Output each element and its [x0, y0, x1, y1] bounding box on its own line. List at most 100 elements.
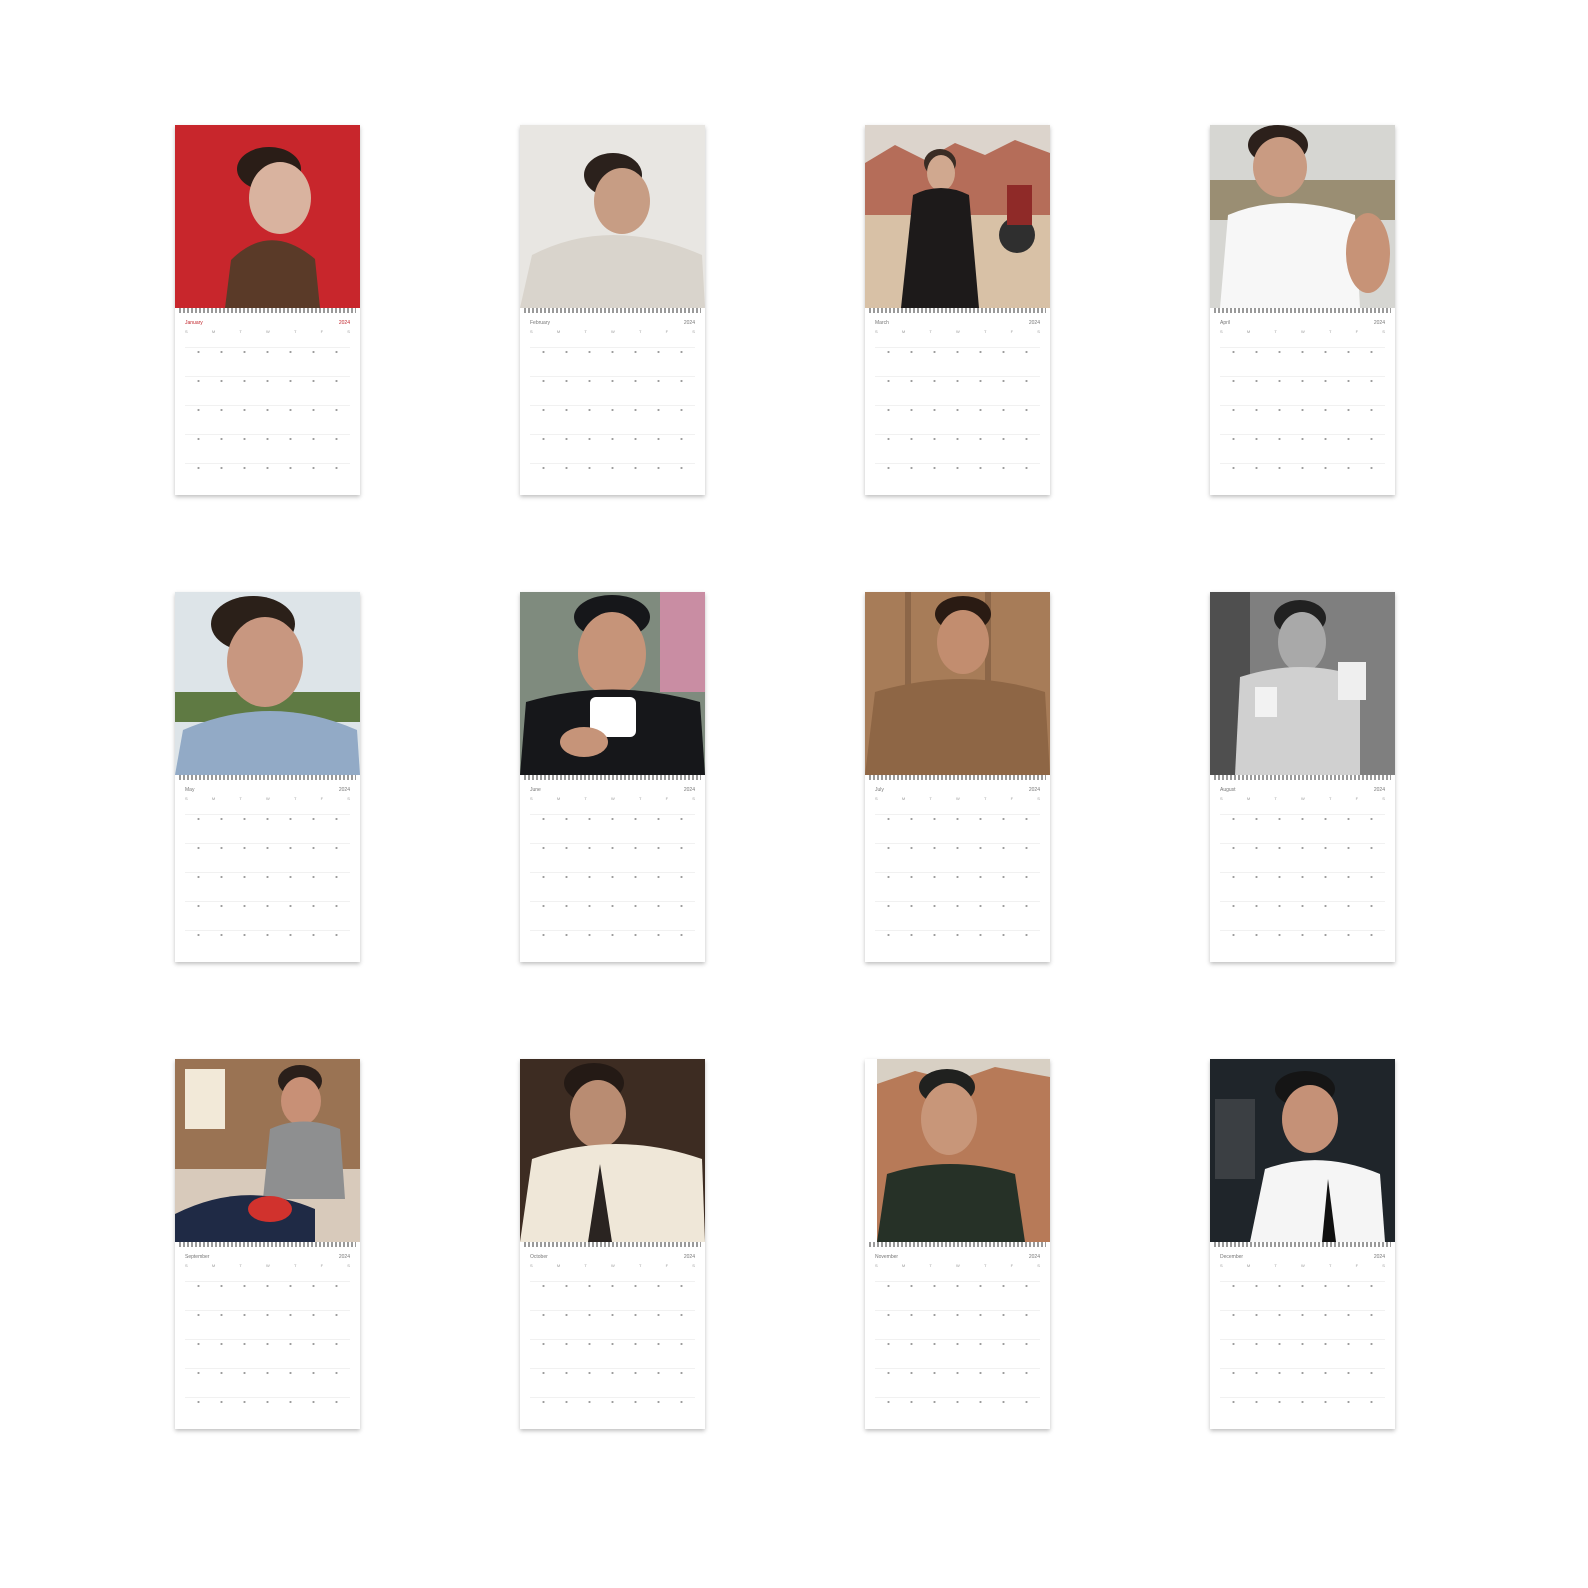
week-row	[1220, 843, 1385, 872]
week-row	[185, 843, 350, 872]
calendar-photo	[1210, 125, 1395, 308]
calendar-photo	[520, 592, 705, 775]
week-row	[1220, 434, 1385, 463]
spiral-binding	[524, 1242, 701, 1247]
date-grid	[530, 814, 695, 959]
week-row	[875, 814, 1040, 843]
spiral-binding	[179, 775, 356, 780]
week-row	[1220, 405, 1385, 434]
calendar-photo	[520, 1059, 705, 1242]
date-grid	[1220, 814, 1385, 959]
week-row	[530, 376, 695, 405]
week-row	[530, 347, 695, 376]
month-label: April	[1220, 320, 1231, 326]
calendar-photo	[520, 125, 705, 308]
date-grid	[530, 1281, 695, 1426]
week-row	[185, 1339, 350, 1368]
date-grid	[875, 1281, 1040, 1426]
week-row	[185, 347, 350, 376]
week-row	[875, 1310, 1040, 1339]
month-label: January	[185, 320, 203, 326]
week-row	[185, 901, 350, 930]
week-row	[875, 376, 1040, 405]
spiral-binding	[1214, 308, 1391, 313]
month-label: December	[1220, 1254, 1244, 1260]
week-row	[530, 405, 695, 434]
week-row	[185, 405, 350, 434]
week-row	[185, 872, 350, 901]
month-label: February	[530, 320, 551, 326]
week-row	[530, 843, 695, 872]
week-row	[1220, 463, 1385, 492]
spiral-binding	[1214, 775, 1391, 780]
date-grid	[1220, 347, 1385, 492]
week-row	[530, 814, 695, 843]
week-row	[875, 463, 1040, 492]
month-label: October	[530, 1254, 548, 1260]
week-row	[875, 901, 1040, 930]
calendar-photo	[175, 592, 360, 775]
week-row	[875, 930, 1040, 959]
week-row	[1220, 930, 1385, 959]
spiral-binding	[179, 308, 356, 313]
date-grid	[875, 814, 1040, 959]
month-label: August	[1220, 787, 1236, 793]
week-row	[530, 872, 695, 901]
calendar-photo	[865, 592, 1050, 775]
week-row	[1220, 1310, 1385, 1339]
spiral-binding	[524, 308, 701, 313]
calendar-photo	[865, 125, 1050, 308]
calendar-photo	[1210, 592, 1395, 775]
week-row	[530, 1281, 695, 1310]
month-label: May	[185, 787, 195, 793]
date-grid	[185, 1281, 350, 1426]
week-row	[875, 1339, 1040, 1368]
spiral-binding	[869, 775, 1046, 780]
year-label: 2024	[683, 787, 695, 793]
week-row	[875, 872, 1040, 901]
week-row	[530, 1310, 695, 1339]
spiral-binding	[869, 1242, 1046, 1247]
week-row	[875, 1368, 1040, 1397]
date-grid	[530, 347, 695, 492]
week-row	[1220, 872, 1385, 901]
year-label: 2024	[1028, 320, 1040, 326]
month-label: July	[875, 787, 884, 793]
week-row	[185, 1397, 350, 1426]
spiral-binding	[524, 775, 701, 780]
year-label: 2024	[1028, 1254, 1040, 1260]
week-row	[1220, 814, 1385, 843]
month-label: March	[875, 320, 889, 326]
year-label: 2024	[683, 1254, 695, 1260]
week-row	[185, 1281, 350, 1310]
week-row	[1220, 1397, 1385, 1426]
year-label: 2024	[1373, 787, 1385, 793]
week-row	[875, 405, 1040, 434]
week-row	[875, 434, 1040, 463]
spiral-binding	[1214, 1242, 1391, 1247]
year-label: 2024	[1028, 787, 1040, 793]
